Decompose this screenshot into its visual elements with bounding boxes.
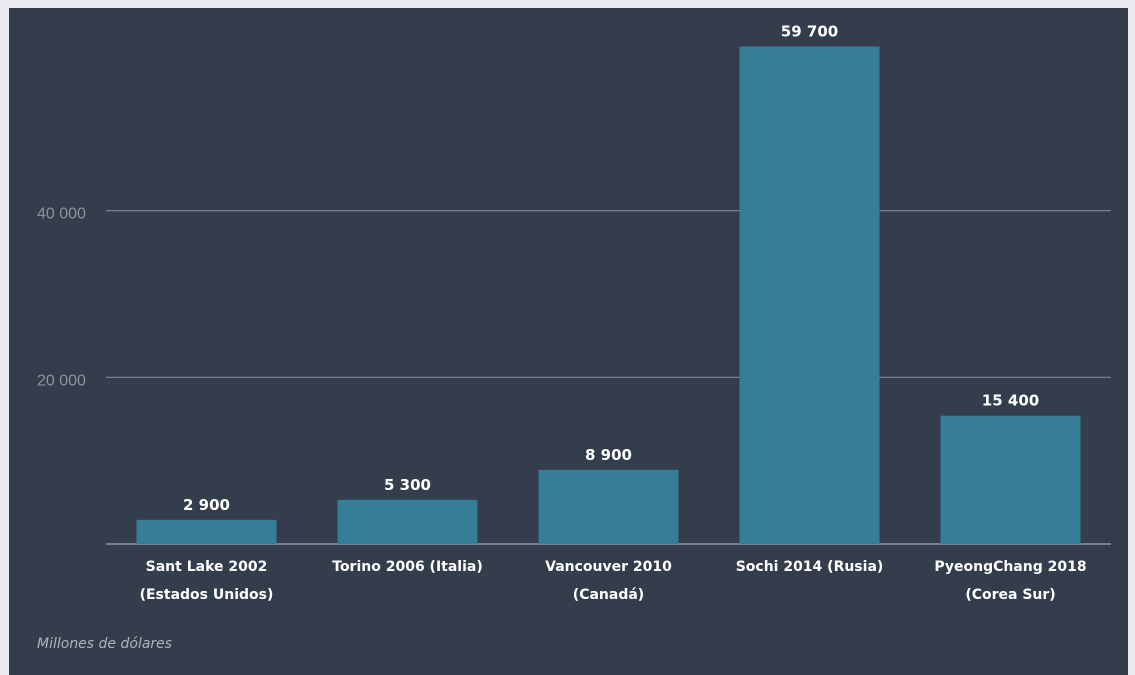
value-label-1: 5 300 — [384, 476, 431, 494]
bar-3 — [739, 46, 880, 544]
category-label-4-line-0: PyeongChang 2018 — [934, 559, 1086, 575]
y-tick-label-20000: 20 000 — [37, 372, 86, 389]
value-label-0: 2 900 — [183, 496, 230, 514]
bar-2 — [538, 469, 679, 544]
y-tick-label-40000: 40 000 — [37, 206, 86, 223]
category-label-3-line-0: Sochi 2014 (Rusia) — [736, 559, 884, 575]
bar-0 — [136, 519, 277, 544]
category-label-4-line-1: (Corea Sur) — [965, 587, 1055, 603]
value-label-4: 15 400 — [982, 392, 1039, 410]
bar-4 — [940, 415, 1081, 544]
value-label-3: 59 700 — [781, 23, 838, 41]
bar-1 — [337, 499, 478, 544]
category-label-2-line-1: (Canadá) — [573, 587, 644, 603]
chart-panel: 20 000 40 000 2 900 Sant Lake 2002 (Estados … — [9, 8, 1128, 675]
bar-chart: 20 000 40 000 2 900 Sant Lake 2002 (Estados … — [37, 23, 1111, 603]
category-label-0-line-0: Sant Lake 2002 — [146, 559, 268, 575]
units-footnote: Millones de dólares — [37, 636, 173, 652]
category-label-2-line-0: Vancouver 2010 — [545, 559, 672, 575]
category-label-1-line-0: Torino 2006 (Italia) — [332, 559, 483, 575]
value-label-2: 8 900 — [585, 446, 632, 464]
category-label-0-line-1: (Estados Unidos) — [140, 587, 274, 603]
